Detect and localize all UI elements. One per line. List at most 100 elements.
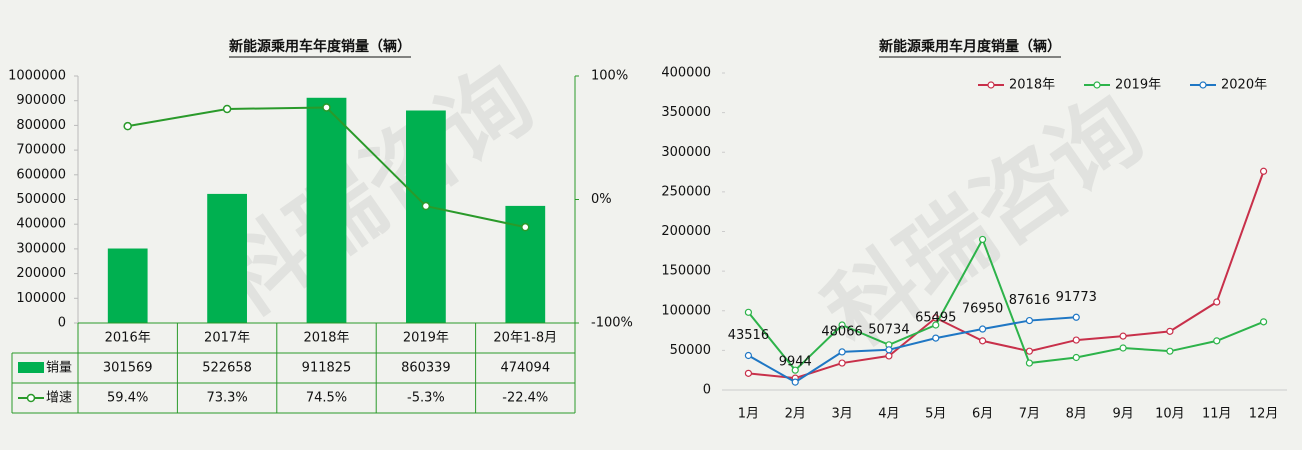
watermark: 科瑞咨询 (197, 46, 552, 339)
bar (406, 110, 446, 323)
data-label: 9944 (779, 355, 812, 370)
line-marker (744, 351, 753, 360)
y-tick-label: 300000 (661, 145, 711, 160)
x-tick-label: 7月 (1019, 407, 1040, 422)
line-marker (744, 308, 753, 316)
table-cell: 911825 (302, 361, 352, 376)
table-cell: 301569 (103, 361, 153, 376)
y2-tick-label: 100% (591, 69, 628, 84)
bar (207, 193, 247, 323)
legend-marker (26, 393, 36, 403)
legend-label: 增速 (46, 391, 72, 406)
table-cell: 522658 (202, 361, 252, 376)
x-tick-label: 1月 (738, 407, 759, 422)
line-marker (1025, 316, 1034, 325)
x-tick-label: 20年1-8月 (493, 331, 557, 346)
line-marker (1025, 347, 1034, 355)
line (747, 237, 1264, 372)
y-tick-label: 400000 (16, 217, 66, 232)
chart-title: 新能源乘用车月度销量（辆） (879, 38, 1061, 55)
x-tick-label: 9月 (1112, 407, 1133, 422)
table-cell: 474094 (500, 361, 550, 376)
chart-title: 新能源乘用车年度销量（辆） (229, 38, 411, 55)
y-tick-label: 350000 (661, 105, 711, 120)
x-tick-label: 2月 (785, 407, 806, 422)
line (748, 170, 1265, 380)
y-tick-label: 900000 (16, 93, 66, 108)
x-tick-label: 2018年 (303, 331, 349, 346)
data-label: 50734 (868, 322, 909, 337)
line-marker (421, 201, 431, 211)
line-marker (521, 222, 530, 232)
line-marker (838, 359, 846, 367)
line-marker (1259, 318, 1268, 326)
x-tick-label: 5月 (925, 407, 946, 422)
line-marker (123, 121, 132, 131)
line-marker (1213, 298, 1221, 306)
line-marker (1072, 336, 1080, 344)
y2-tick-label: 0% (591, 192, 612, 207)
line-marker (1072, 313, 1080, 321)
legend-marker (1199, 81, 1207, 89)
y-tick-label: 100000 (16, 291, 66, 306)
x-tick-label: 2016年 (105, 331, 151, 346)
line-marker (1119, 344, 1127, 352)
line-marker (838, 348, 846, 356)
table-cell: 74.5% (306, 391, 347, 406)
y-tick-label: 0 (58, 316, 66, 331)
legend-swatch (18, 362, 44, 373)
line-marker (932, 321, 940, 329)
y-tick-label: 200000 (16, 266, 66, 281)
y-tick-label: 600000 (16, 167, 66, 182)
x-tick-label: 2017年 (204, 331, 250, 346)
legend-label: 2019年 (1115, 78, 1161, 93)
y-tick-label: 50000 (670, 343, 711, 358)
line-marker (932, 334, 940, 342)
y-tick-label: 100000 (661, 303, 711, 318)
data-label: 76950 (962, 302, 1003, 317)
y2-tick-label: -100% (591, 316, 633, 331)
legend-label: 2018年 (1009, 78, 1055, 93)
legend-marker (987, 81, 995, 89)
data-label: 48066 (821, 324, 862, 339)
x-tick-label: 11月 (1202, 407, 1232, 422)
line-marker (1072, 353, 1080, 362)
line-marker (1166, 347, 1174, 355)
line-marker (1166, 327, 1174, 335)
x-tick-label: 8月 (1066, 407, 1087, 422)
x-tick-label: 12月 (1249, 407, 1279, 422)
line-marker (222, 104, 232, 114)
line-marker (1259, 167, 1268, 175)
y-tick-label: 300000 (16, 241, 66, 256)
y-tick-label: 200000 (661, 224, 711, 239)
line-marker (885, 352, 893, 360)
table-cell: 59.4% (107, 391, 148, 406)
y-tick-label: 150000 (661, 264, 711, 279)
y-tick-label: 0 (703, 383, 711, 398)
line-marker (791, 378, 799, 386)
y-tick-label: 400000 (661, 66, 711, 81)
legend-marker (1093, 81, 1101, 89)
y-tick-label: 800000 (16, 118, 66, 133)
line-marker (322, 103, 331, 112)
line-marker (1213, 337, 1221, 345)
x-tick-label: 3月 (831, 407, 852, 422)
y-tick-label: 250000 (661, 184, 711, 199)
x-tick-label: 4月 (878, 407, 899, 422)
line-marker (1025, 359, 1034, 367)
x-tick-label: 2019年 (403, 331, 449, 346)
y-tick-label: 700000 (16, 143, 66, 158)
legend-label: 销量 (46, 361, 72, 376)
line-marker (978, 325, 987, 333)
table-cell: -22.4% (502, 391, 548, 406)
x-tick-label: 10月 (1155, 407, 1185, 422)
data-label: 91773 (1056, 290, 1097, 305)
line-marker (978, 235, 987, 244)
legend-label: 2020年 (1221, 78, 1267, 93)
table-cell: 73.3% (206, 391, 247, 406)
table-cell: 860339 (401, 361, 451, 376)
line-marker (744, 369, 753, 377)
line-marker (838, 321, 846, 329)
